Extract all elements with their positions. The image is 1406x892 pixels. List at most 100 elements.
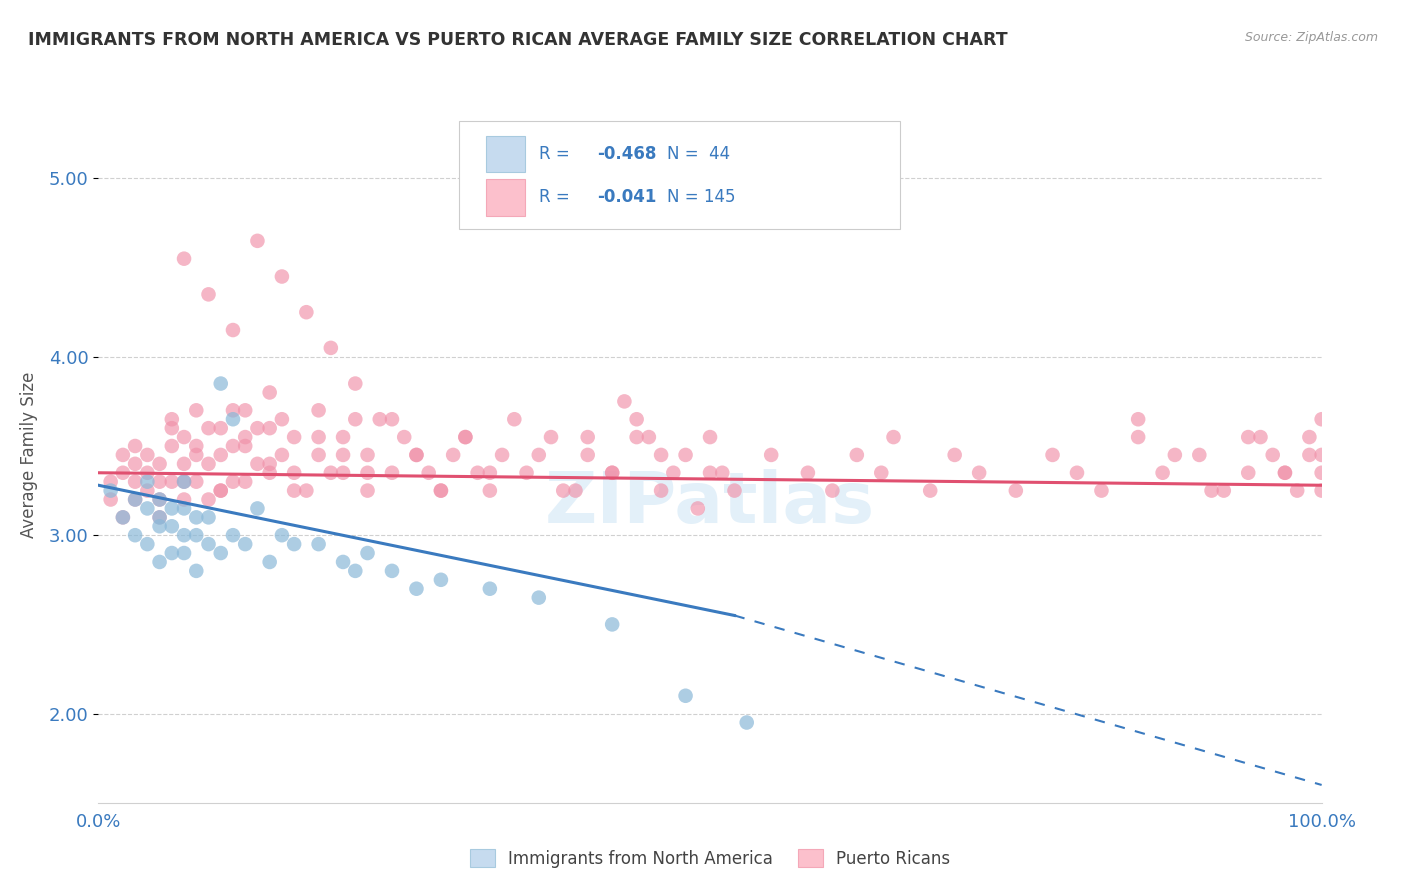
Point	[270, 528, 294, 542]
Text: Source: ZipAtlas.com: Source: ZipAtlas.com	[1244, 31, 1378, 45]
Point	[111, 510, 134, 524]
Point	[246, 421, 269, 435]
Point	[197, 421, 219, 435]
Point	[319, 466, 342, 480]
Point	[295, 483, 318, 498]
Point	[283, 430, 305, 444]
Point	[430, 573, 453, 587]
Point	[650, 448, 672, 462]
Point	[259, 385, 281, 400]
Point	[344, 376, 367, 391]
Point	[173, 252, 195, 266]
Point	[160, 475, 183, 489]
Point	[173, 528, 195, 542]
Point	[100, 492, 122, 507]
Point	[209, 483, 232, 498]
Point	[136, 466, 159, 480]
Point	[870, 466, 893, 480]
Point	[233, 439, 256, 453]
Legend: Immigrants from North America, Puerto Ricans: Immigrants from North America, Puerto Ri…	[463, 842, 957, 874]
Point	[136, 483, 159, 498]
Point	[381, 466, 404, 480]
Point	[197, 537, 219, 551]
Point	[381, 564, 404, 578]
Point	[1152, 466, 1174, 480]
Point	[233, 430, 256, 444]
Point	[1298, 448, 1320, 462]
Point	[186, 439, 208, 453]
Point	[319, 341, 342, 355]
Point	[149, 492, 172, 507]
Point	[1298, 430, 1320, 444]
Point	[149, 475, 172, 489]
Point	[149, 510, 172, 524]
Point	[1237, 430, 1260, 444]
Point	[761, 448, 783, 462]
Point	[233, 475, 256, 489]
Point	[527, 591, 550, 605]
Point	[173, 457, 195, 471]
Point	[160, 412, 183, 426]
Point	[478, 466, 501, 480]
Point	[270, 269, 294, 284]
Point	[160, 519, 183, 533]
Point	[1128, 412, 1150, 426]
Point	[1237, 466, 1260, 480]
Point	[270, 448, 294, 462]
Point	[1310, 483, 1333, 498]
Point	[186, 510, 208, 524]
Point	[430, 483, 453, 498]
Point	[209, 376, 232, 391]
Point	[797, 466, 820, 480]
Point	[650, 483, 672, 498]
Point	[111, 448, 134, 462]
Point	[467, 466, 489, 480]
Point	[186, 528, 208, 542]
Point	[699, 430, 721, 444]
Point	[136, 501, 159, 516]
Point	[564, 483, 586, 498]
Point	[675, 689, 697, 703]
Point	[491, 448, 513, 462]
Point	[197, 510, 219, 524]
Point	[356, 546, 378, 560]
Point	[662, 466, 685, 480]
Point	[1310, 412, 1333, 426]
Point	[478, 483, 501, 498]
Point	[540, 430, 562, 444]
Point	[1188, 448, 1211, 462]
Point	[283, 483, 305, 498]
Point	[332, 448, 354, 462]
Point	[124, 439, 146, 453]
Point	[246, 501, 269, 516]
Point	[1090, 483, 1112, 498]
Point	[368, 412, 391, 426]
Point	[136, 475, 159, 489]
Point	[600, 617, 623, 632]
Point	[308, 537, 330, 551]
Point	[430, 483, 453, 498]
Point	[197, 287, 219, 301]
Point	[626, 412, 648, 426]
Point	[1274, 466, 1296, 480]
Point	[1310, 466, 1333, 480]
Point	[553, 483, 575, 498]
Point	[1201, 483, 1223, 498]
Point	[1212, 483, 1234, 498]
Point	[209, 448, 232, 462]
Point	[356, 448, 378, 462]
Y-axis label: Average Family Size: Average Family Size	[20, 372, 38, 538]
Point	[503, 412, 526, 426]
Point	[173, 475, 195, 489]
Point	[259, 457, 281, 471]
Point	[711, 466, 734, 480]
Point	[160, 546, 183, 560]
Point	[186, 475, 208, 489]
Point	[527, 448, 550, 462]
Point	[124, 457, 146, 471]
Point	[405, 582, 427, 596]
Point	[699, 466, 721, 480]
Point	[344, 564, 367, 578]
Point	[638, 430, 661, 444]
Point	[100, 483, 122, 498]
